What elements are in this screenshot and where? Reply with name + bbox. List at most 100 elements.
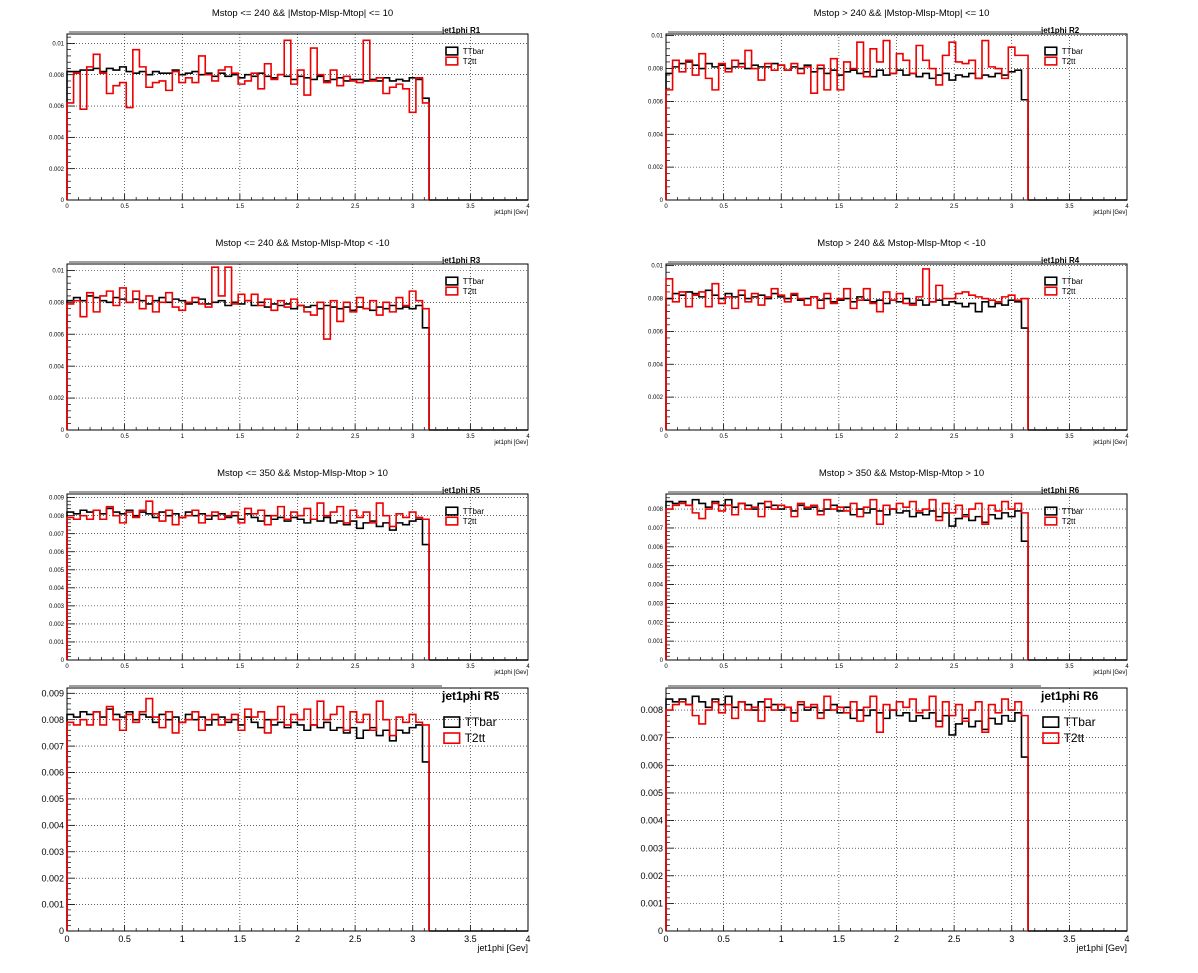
x-tick-label: 3	[410, 934, 415, 944]
x-tick-label: 1	[780, 664, 784, 670]
y-tick-label: 0.005	[41, 794, 64, 804]
x-axis-label: jet1phi [Gev]	[1075, 943, 1127, 953]
stat-box-label: jet1phi R2	[1040, 26, 1080, 35]
y-tick-label: 0.002	[640, 871, 663, 881]
x-tick-label: 3	[411, 204, 415, 210]
series-line-t2tt	[665, 498, 1029, 660]
legend-label-t2tt: T2tt	[463, 517, 478, 526]
legend-swatch-t2tt	[445, 286, 459, 296]
y-tick-label: 0.009	[41, 688, 64, 698]
legend-label-ttbar: TTbar	[1062, 47, 1084, 56]
legend-label-t2tt: T2tt	[1062, 287, 1077, 296]
series-line-t2tt	[665, 268, 1029, 430]
stat-box-label: jet1phi R4	[1040, 256, 1080, 265]
legend-label-t2tt: T2tt	[465, 731, 486, 745]
chart-panel-6: 0 0.5 1 1.5 2 2.5 3 3.5 4 0 0.001 0.002 0.003 0.004 0.…	[648, 468, 1129, 676]
x-axis-label: jet1phi [Gev]	[476, 943, 528, 953]
y-tick-label: 0.006	[49, 550, 65, 556]
y-tick-label: 0.002	[49, 622, 65, 628]
x-tick-label: 0.5	[120, 204, 129, 210]
y-tick-label: 0.006	[648, 545, 664, 551]
chart-title: Mstop <= 240 && |Mstop-Mlsp-Mtop| <= 10	[212, 8, 393, 19]
x-tick-label: 3	[1009, 934, 1014, 944]
y-tick-label: 0.006	[640, 760, 663, 770]
x-tick-label: 1.5	[835, 664, 844, 670]
x-tick-label: 1.5	[835, 204, 844, 210]
legend-label-t2tt: T2tt	[1062, 57, 1077, 66]
legend-swatch-ttbar	[445, 276, 459, 286]
y-tick-label: 0.002	[49, 167, 65, 173]
y-tick-label: 0.002	[648, 165, 664, 171]
legend-swatch-t2tt	[1044, 286, 1058, 296]
legend-swatch-t2tt	[445, 516, 459, 526]
x-tick-label: 1	[181, 204, 185, 210]
x-tick-label: 3.5	[1065, 664, 1074, 670]
y-tick-label: 0.001	[49, 640, 65, 646]
x-tick-label: 0	[65, 434, 69, 440]
x-axis-label: jet1phi [Gev]	[493, 440, 528, 446]
stat-box-label: jet1phi R3	[441, 256, 481, 265]
chart-panel-3: 0 0.5 1 1.5 2 2.5 3 3.5 4 0 0.002 0.004 0.006 0.008 0.…	[49, 238, 530, 446]
legend-label-ttbar: TTbar	[1064, 715, 1096, 729]
y-tick-label: 0.001	[41, 900, 64, 910]
legend-swatch-t2tt	[1044, 56, 1058, 66]
x-tick-label: 3	[1010, 434, 1014, 440]
x-tick-label: 0	[664, 664, 668, 670]
y-tick-label: 0.001	[648, 639, 664, 645]
y-tick-label: 0.006	[648, 329, 664, 335]
legend-swatch-ttbar	[445, 506, 459, 516]
series-line-t2tt	[665, 39, 1029, 200]
y-tick-label: 0	[658, 926, 663, 936]
legend-label-ttbar: TTbar	[463, 507, 485, 516]
x-tick-label: 1	[780, 204, 784, 210]
x-tick-label: 4	[1124, 934, 1129, 944]
x-tick-label: 4	[526, 434, 530, 440]
chart-panel-4: 0 0.5 1 1.5 2 2.5 3 3.5 4 0 0.002 0.004 0.006 0.008 0.…	[648, 238, 1129, 446]
x-tick-label: 2	[295, 934, 300, 944]
x-tick-label: 1	[181, 664, 185, 670]
y-tick-label: 0.01	[52, 268, 64, 274]
x-tick-label: 3.5	[1065, 204, 1074, 210]
x-tick-label: 0.5	[719, 204, 728, 210]
x-tick-label: 4	[526, 664, 530, 670]
x-tick-label: 2.5	[351, 664, 360, 670]
y-tick-label: 0.002	[648, 620, 664, 626]
legend-swatch-t2tt	[443, 732, 461, 744]
legend-swatch-ttbar	[1042, 716, 1060, 728]
y-tick-label: 0.003	[640, 843, 663, 853]
chart-panel-1: 0 0.5 1 1.5 2 2.5 3 3.5 4 0 0.002 0.004 0.006 0.008 0.…	[49, 8, 530, 216]
x-tick-label: 0.5	[719, 434, 728, 440]
y-tick-label: 0	[61, 658, 65, 664]
y-tick-label: 0	[61, 428, 65, 434]
x-tick-label: 3	[1010, 664, 1014, 670]
x-tick-label: 4	[1125, 434, 1129, 440]
chart-title: Mstop <= 240 && Mstop-Mlsp-Mtop < -10	[216, 238, 390, 249]
series-line-ttbar	[66, 66, 430, 200]
y-tick-label: 0.01	[52, 41, 64, 47]
x-tick-label: 0	[664, 204, 668, 210]
legend-label-ttbar: TTbar	[463, 47, 485, 56]
x-tick-label: 0.5	[118, 934, 131, 944]
x-tick-label: 1	[181, 434, 185, 440]
y-tick-label: 0.002	[41, 873, 64, 883]
x-tick-label: 1.5	[833, 934, 846, 944]
y-tick-label: 0.007	[41, 741, 64, 751]
legend-label-t2tt: T2tt	[463, 287, 478, 296]
y-tick-label: 0.004	[648, 583, 664, 589]
x-tick-label: 3	[411, 434, 415, 440]
x-tick-label: 2	[895, 664, 899, 670]
y-tick-label: 0	[61, 198, 65, 204]
y-tick-label: 0.004	[49, 586, 65, 592]
series-line-ttbar	[66, 507, 430, 660]
series-line-t2tt	[66, 500, 430, 660]
y-tick-label: 0.005	[49, 568, 65, 574]
y-tick-label: 0.008	[648, 297, 664, 303]
y-tick-label: 0.006	[49, 332, 65, 338]
x-tick-label: 2.5	[351, 204, 360, 210]
x-tick-label: 1.5	[835, 434, 844, 440]
x-tick-label: 2	[296, 434, 300, 440]
x-tick-label: 2	[894, 934, 899, 944]
y-tick-label: 0.007	[49, 532, 65, 538]
series-line-t2tt	[66, 697, 430, 931]
chart-panel-2: 0 0.5 1 1.5 2 2.5 3 3.5 4 0 0.002 0.004 0.006 0.008 0.…	[648, 8, 1129, 216]
